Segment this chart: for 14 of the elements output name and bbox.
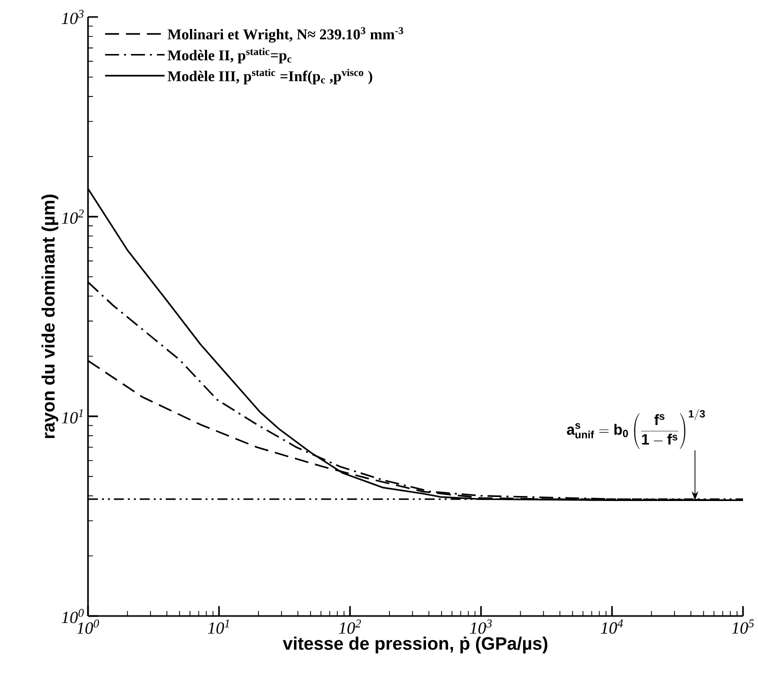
y-tick-label: 10$^{1}$ (62, 409, 83, 424)
legend-label: Molinari et Wright, N≈ 239.10$^{3}$ mm$^{-3}$ (168, 27, 404, 43)
y-axis-title: rayon du vide dominant (µm) (42, 194, 58, 438)
legend-label: Modèle III, p$^{static}$ =Inf(p$_{c}$ ,p$^{visco}$ ) (168, 68, 372, 84)
x-tick-label: 10$^{5}$ (732, 620, 754, 634)
x-tick-label: 10$^{2}$ (338, 620, 361, 634)
x-axis-title: vitesse de pression, ṗ (GPa/µs) (282, 636, 548, 654)
y-tick-label: 10$^{2}$ (62, 210, 84, 224)
x-tick-label: 10$^{3}$ (470, 620, 492, 634)
x-tick-label: 10$^{4}$ (600, 620, 623, 634)
x-tick-label: 10$^{1}$ (208, 620, 229, 634)
y-tick-label: 10$^{3}$ (62, 10, 84, 24)
annotation: $\mathbf{a^{s}_{unif} = b_{0}\left(\frac{f^{s}}{1-f^{s}}\right)^{1/3}}$ (566, 409, 705, 450)
legend-label: Modèle II, p$^{static}$=p$_{c}$ (168, 48, 292, 64)
